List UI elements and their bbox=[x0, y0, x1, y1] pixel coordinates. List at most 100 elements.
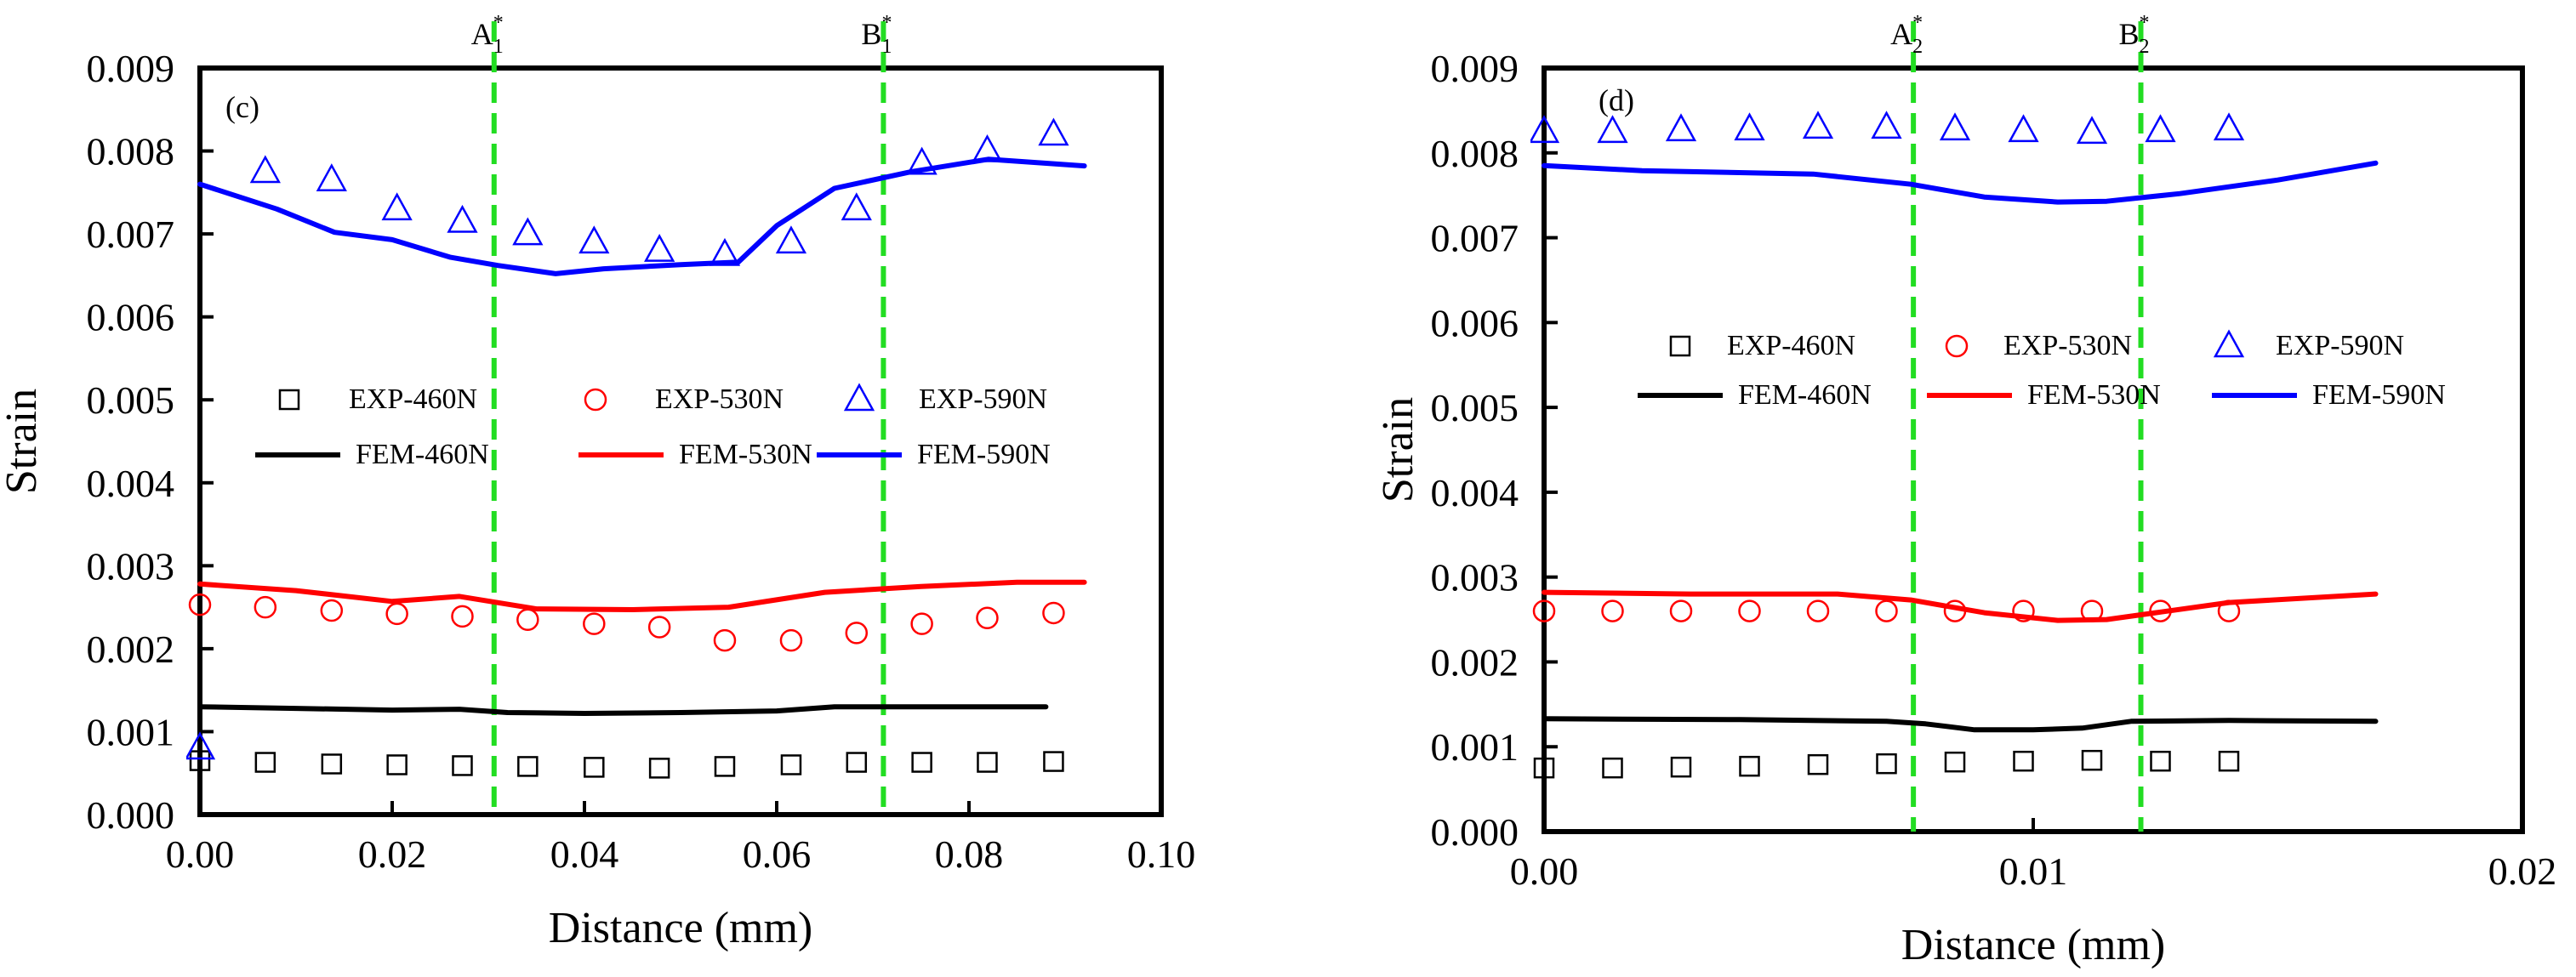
data-point-exp-530n bbox=[2012, 599, 2035, 622]
y-tick-label: 0.002 bbox=[1431, 640, 1519, 684]
panel-label: (d) bbox=[1599, 83, 1634, 117]
data-point-exp-590n bbox=[2213, 112, 2245, 141]
data-point-exp-590n bbox=[2008, 114, 2039, 143]
ref-line-label: B2* bbox=[2118, 12, 2149, 58]
data-point-exp-590n bbox=[972, 133, 1003, 162]
x-axis-label: Distance (mm) bbox=[1901, 921, 2165, 969]
ref-line-label-sup: * bbox=[881, 12, 892, 34]
y-tick-label: 0.008 bbox=[1431, 132, 1519, 175]
ref-line-label-base: B bbox=[2118, 17, 2139, 51]
ref-line-label-sub: 2 bbox=[2140, 36, 2150, 58]
ref-line-label-sub: 2 bbox=[1912, 36, 1923, 58]
legend-marker-exp-530n bbox=[1945, 334, 1969, 358]
data-point-exp-590n bbox=[906, 146, 938, 175]
ref-line-label: A1* bbox=[471, 12, 504, 58]
x-tick-label: 0.04 bbox=[550, 832, 619, 876]
data-point-exp-530n bbox=[1532, 599, 1556, 622]
series-line-fem-530n bbox=[1542, 589, 2379, 623]
data-point-exp-530n bbox=[1669, 599, 1693, 622]
ref-line-label-base: B bbox=[861, 17, 881, 51]
y-tick-label: 0.006 bbox=[87, 296, 175, 339]
y-tick-label: 0.003 bbox=[1431, 556, 1519, 599]
y-tick-label: 0.009 bbox=[1431, 47, 1519, 90]
legend-label: EXP-590N bbox=[2276, 330, 2404, 361]
y-tick-label: 0.005 bbox=[87, 378, 175, 422]
y-tick-label: 0.005 bbox=[1431, 386, 1519, 429]
data-area bbox=[186, 117, 1087, 779]
data-point-exp-590n bbox=[775, 225, 807, 254]
data-point-exp-460n bbox=[1876, 753, 1897, 775]
y-tick-label: 0.000 bbox=[1431, 810, 1519, 854]
data-point-exp-530n bbox=[451, 605, 474, 628]
ref-line-label-sup: * bbox=[1912, 12, 1923, 34]
data-point-exp-460n bbox=[2013, 750, 2034, 772]
legend: EXP-460N EXP-530N EXP-590N FEM-460N FEM-530N… bbox=[1638, 329, 2446, 411]
ref-line-label: B1* bbox=[861, 12, 892, 58]
data-point-exp-530n bbox=[910, 612, 933, 635]
data-point-exp-460n bbox=[1602, 757, 1623, 779]
legend-label: EXP-460N bbox=[349, 383, 477, 415]
data-point-exp-530n bbox=[647, 616, 671, 639]
data-point-exp-460n bbox=[846, 752, 868, 773]
y-tick-label: 0.000 bbox=[87, 793, 175, 837]
series-line-fem-590n bbox=[197, 156, 1087, 276]
legend-label: FEM-530N bbox=[2027, 379, 2161, 411]
data-point-exp-530n bbox=[976, 606, 999, 630]
y-tick-label: 0.006 bbox=[1431, 301, 1519, 344]
y-axis-label: Strain bbox=[0, 389, 46, 494]
data-point-exp-590n bbox=[316, 163, 347, 191]
data-point-exp-530n bbox=[1042, 601, 1065, 625]
x-tick-label: 0.00 bbox=[166, 832, 235, 876]
data-point-exp-590n bbox=[2076, 116, 2108, 145]
x-tick-label: 0.06 bbox=[743, 832, 812, 876]
legend-marker-exp-460n bbox=[278, 389, 300, 411]
y-tick-label: 0.003 bbox=[87, 544, 175, 588]
legend-label: EXP-530N bbox=[2003, 330, 2132, 361]
data-point-exp-530n bbox=[779, 628, 803, 652]
data-point-exp-530n bbox=[2149, 599, 2172, 622]
panel-label: (c) bbox=[225, 90, 259, 124]
x-tick-label: 0.02 bbox=[2488, 849, 2557, 893]
legend-label: EXP-530N bbox=[655, 383, 784, 415]
y-tick-label: 0.009 bbox=[87, 47, 175, 90]
data-point-exp-460n bbox=[1739, 755, 1760, 777]
legend-label: EXP-590N bbox=[919, 383, 1047, 415]
data-point-exp-590n bbox=[186, 731, 216, 760]
data-point-exp-590n bbox=[644, 234, 675, 262]
legend-marker-exp-590n bbox=[2213, 329, 2245, 358]
data-point-exp-530n bbox=[254, 595, 277, 619]
data-point-exp-590n bbox=[1939, 112, 1971, 141]
y-tick-label: 0.008 bbox=[87, 130, 175, 173]
data-point-exp-590n bbox=[841, 192, 872, 221]
data-point-exp-590n bbox=[2145, 114, 2176, 143]
data-point-exp-460n bbox=[1533, 757, 1555, 779]
legend-marker-exp-460n bbox=[1669, 335, 1691, 357]
x-tick-label: 0.08 bbox=[935, 832, 1004, 876]
legend-label: FEM-530N bbox=[679, 439, 812, 470]
data-point-exp-460n bbox=[977, 752, 998, 773]
data-point-exp-460n bbox=[2218, 750, 2240, 772]
data-point-exp-590n bbox=[1734, 112, 1765, 141]
y-axis-label: Strain bbox=[1374, 397, 1422, 503]
data-point-exp-590n bbox=[1802, 111, 1834, 139]
ref-line-label-sup: * bbox=[2140, 12, 2150, 34]
series-line-fem-530n bbox=[197, 579, 1087, 612]
series-line-fem-590n bbox=[1542, 160, 2379, 205]
data-point-exp-460n bbox=[648, 758, 670, 779]
x-tick-label: 0.01 bbox=[1999, 849, 2068, 893]
data-point-exp-530n bbox=[516, 608, 539, 631]
data-point-exp-460n bbox=[321, 753, 343, 775]
data-point-exp-590n bbox=[447, 204, 478, 233]
data-point-exp-530n bbox=[583, 612, 606, 635]
ref-line-label-sub: 1 bbox=[881, 36, 892, 58]
data-point-exp-590n bbox=[578, 225, 610, 254]
data-point-exp-590n bbox=[1530, 115, 1560, 144]
y-tick-label: 0.002 bbox=[87, 628, 175, 671]
data-point-exp-530n bbox=[1738, 599, 1761, 622]
data-point-exp-530n bbox=[845, 622, 869, 645]
ref-line-label-base: A bbox=[471, 17, 493, 51]
x-tick-label: 0.00 bbox=[1510, 849, 1579, 893]
chart-panel-c: 0.0000.0010.0020.0030.0040.0050.0060.007… bbox=[0, 12, 1195, 952]
data-point-exp-530n bbox=[1601, 599, 1624, 622]
data-point-exp-530n bbox=[385, 602, 408, 626]
